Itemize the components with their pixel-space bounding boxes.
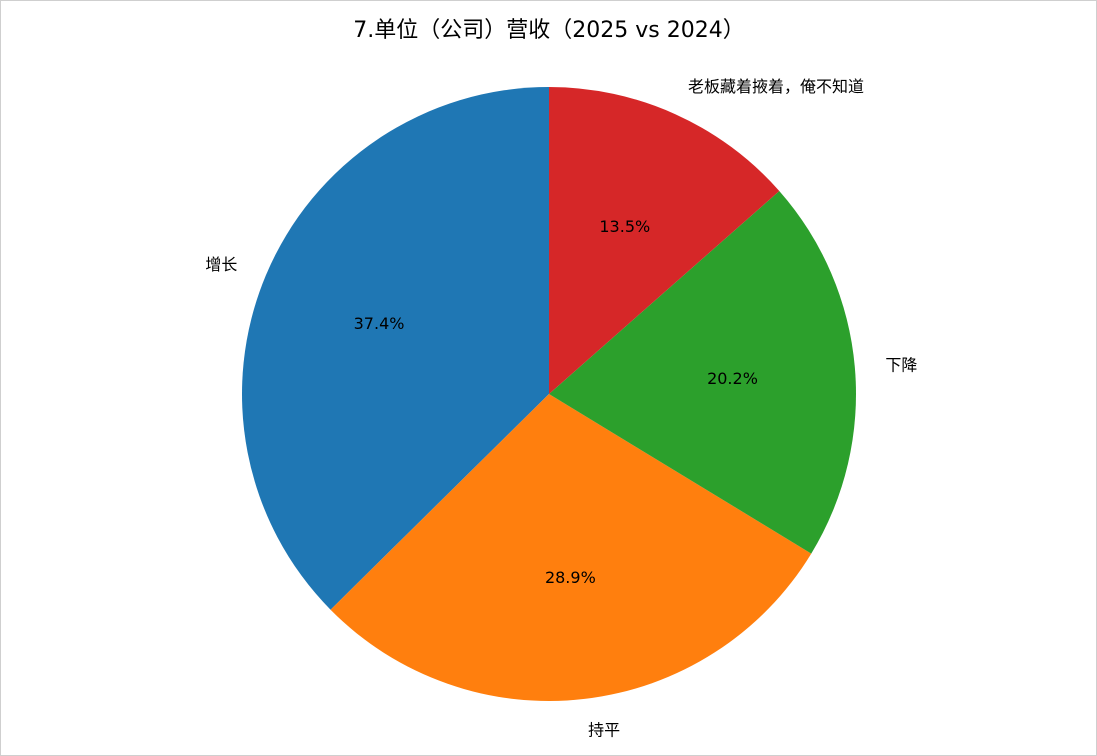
pct-label-1: 28.9% xyxy=(545,568,596,587)
pie-slice-2 xyxy=(549,190,856,554)
slice-label-2: 下降 xyxy=(885,355,917,374)
slice-label-3: 老板藏着掖着，俺不知道 xyxy=(688,77,864,96)
pct-label-3: 13.5% xyxy=(599,217,650,236)
pct-label-0: 37.4% xyxy=(354,314,405,333)
slice-label-0: 增长 xyxy=(205,255,237,274)
pie-slice-0 xyxy=(241,87,549,610)
pie-slice-1 xyxy=(330,394,812,701)
pie-slice-3 xyxy=(549,87,780,394)
slice-label-1: 持平 xyxy=(588,720,620,739)
pct-label-2: 20.2% xyxy=(707,369,758,388)
chart-title: 7.单位（公司）营收（2025 vs 2024） xyxy=(353,18,744,43)
